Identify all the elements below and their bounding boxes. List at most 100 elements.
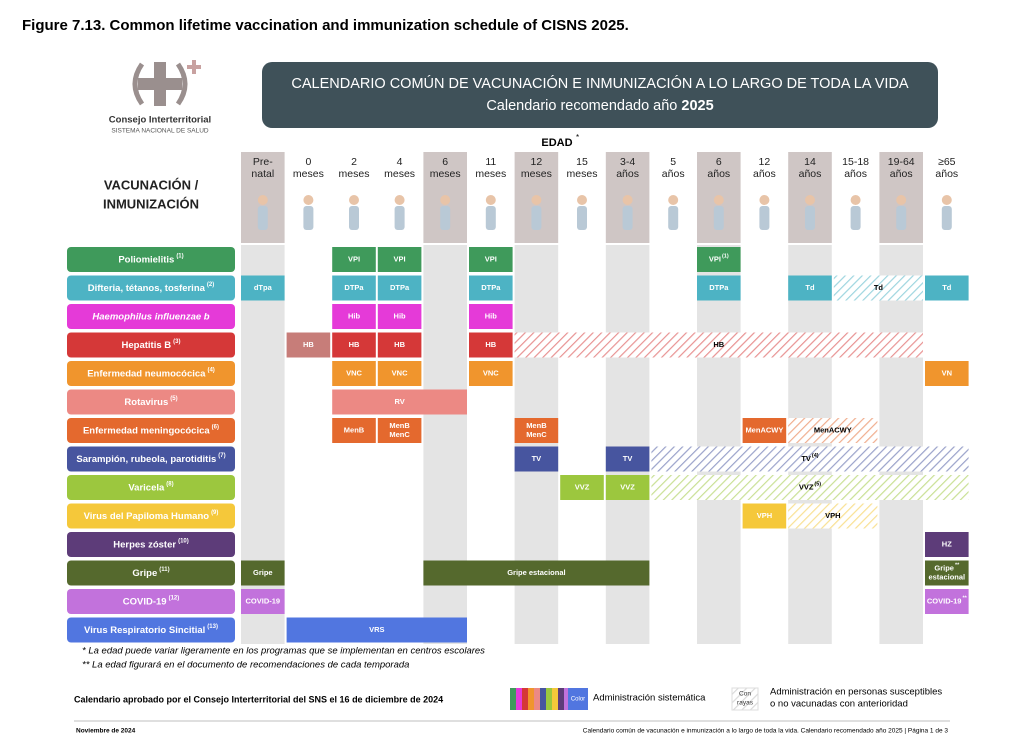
dose-cell (651, 446, 969, 472)
dose-cell (925, 589, 969, 614)
dose-cell (651, 475, 969, 500)
dose-cell (241, 275, 285, 301)
dose-cell (925, 532, 969, 557)
dose-cell (788, 418, 878, 443)
age-figure (531, 206, 542, 230)
dose-label: VPI (348, 254, 360, 263)
dose-label: TV (532, 454, 542, 463)
legend-text: Administración en personas susceptibles (770, 687, 942, 698)
dose-cell (332, 247, 376, 272)
age-label: 15 (576, 156, 588, 168)
dose-label: VVZ(5) (799, 482, 821, 492)
dose-label: VNC (346, 368, 362, 377)
dose-label: MenB (526, 421, 547, 430)
dose-cell (605, 446, 650, 472)
dose-label: DTPa (344, 283, 364, 292)
dose-cell (514, 332, 923, 358)
age-figure (805, 195, 815, 205)
vaccine-note: (2) (207, 282, 214, 288)
age-figure (941, 206, 952, 230)
legend-text: Administración sistemática (593, 693, 706, 704)
dose-cell (833, 275, 923, 301)
dose-label: TV (623, 454, 633, 463)
dose-text: Hib (348, 311, 361, 320)
dose-label: Td (805, 283, 815, 292)
age-figure (896, 206, 907, 230)
age-label: Pre- (253, 156, 273, 168)
age-figure (759, 195, 770, 205)
vaccine-note: (1) (176, 253, 183, 259)
dose-label: VVZ (575, 482, 590, 491)
dose-label: VNC (392, 368, 408, 377)
dose-cell (925, 560, 969, 586)
legend-text: o no vacunadas con anterioridad (770, 699, 908, 710)
age-figure (440, 206, 451, 230)
age-figure (349, 206, 359, 230)
dose-cell (332, 361, 376, 386)
dose-label: VPI (394, 254, 406, 263)
dose-cell (514, 418, 559, 443)
vaccine-label-bg (67, 475, 235, 500)
dose-label: HB (349, 340, 360, 349)
dose-text: VN (942, 368, 952, 377)
vaccine-label: Enfermedad neumocócica (4) (87, 367, 215, 379)
dose-label: HB (394, 340, 405, 349)
dose-cell (469, 361, 513, 386)
dose-cell (925, 361, 969, 386)
legend: Color Administración sistemática Con ray… (510, 687, 942, 711)
dose-text: TV (532, 454, 542, 463)
age-figure (622, 206, 633, 230)
dose-cell (377, 332, 422, 358)
footer-left: Noviembre de 2024 (76, 728, 136, 735)
dose-text: Td (874, 283, 884, 292)
vaccine-note: (6) (212, 424, 219, 430)
dose-cell (742, 503, 787, 529)
dose-label: DTPa (481, 283, 501, 292)
vaccine-name: Virus Respiratorio Sincitial (84, 625, 205, 636)
dose-label: HB (713, 340, 724, 349)
dose-label: VN (942, 368, 952, 377)
age-label: 6 (442, 156, 448, 168)
vaccine-label-bg (67, 446, 235, 472)
dose-text: RV (394, 397, 404, 406)
age-figure (440, 195, 451, 205)
age-label: meses (567, 168, 598, 180)
footnote: * La edad puede variar ligeramente en lo… (82, 646, 485, 657)
dose-label: MenB (389, 421, 410, 430)
dose-text: VVZ (575, 482, 590, 491)
dose-text: HB (349, 340, 360, 349)
age-figure (303, 206, 314, 230)
banner-subtitle-text: Calendario recomendado año (486, 98, 677, 114)
age-label: años (707, 168, 730, 180)
dose-text: HB (303, 340, 314, 349)
age-figure (257, 195, 268, 205)
approval: Calendario aprobado por el Consejo Inter… (74, 694, 443, 704)
dose-text: VPH (757, 511, 772, 520)
dose-text: VRS (369, 625, 384, 634)
edad-mark: * (576, 133, 579, 142)
dose-text: Gripe estacional (507, 568, 565, 577)
banner-title: CALENDARIO COMÚN DE VACUNACIÓN E INMUNIZ… (291, 75, 909, 92)
age-label: 11 (485, 156, 496, 168)
footer-right: Calendario común de vacunación e inmuniz… (583, 728, 949, 735)
vaccine-label-bg (67, 361, 235, 386)
dose-text: VPI (709, 254, 721, 263)
vaccine-label-bg (67, 418, 235, 443)
age-label: 4 (397, 156, 403, 168)
vaccine-note: (13) (207, 624, 218, 630)
vaccine-name: Herpes zóster (113, 539, 176, 550)
age-label: años (662, 168, 685, 180)
dose-text: HB (713, 340, 724, 349)
age-label: años (753, 168, 776, 180)
dose-cell (332, 304, 376, 329)
dose-note: (1) (722, 254, 729, 260)
dose-text: DTPa (481, 283, 501, 292)
vaccine-note: (11) (159, 567, 169, 573)
vaccine-label: Virus Respiratorio Sincitial (13) (84, 624, 218, 636)
vaccine-label: Virus del Papiloma Humano (9) (84, 510, 219, 522)
dose-text: HB (394, 340, 405, 349)
banner (262, 62, 938, 128)
dose-cell (332, 275, 376, 301)
vaccine-note: (10) (178, 538, 189, 544)
